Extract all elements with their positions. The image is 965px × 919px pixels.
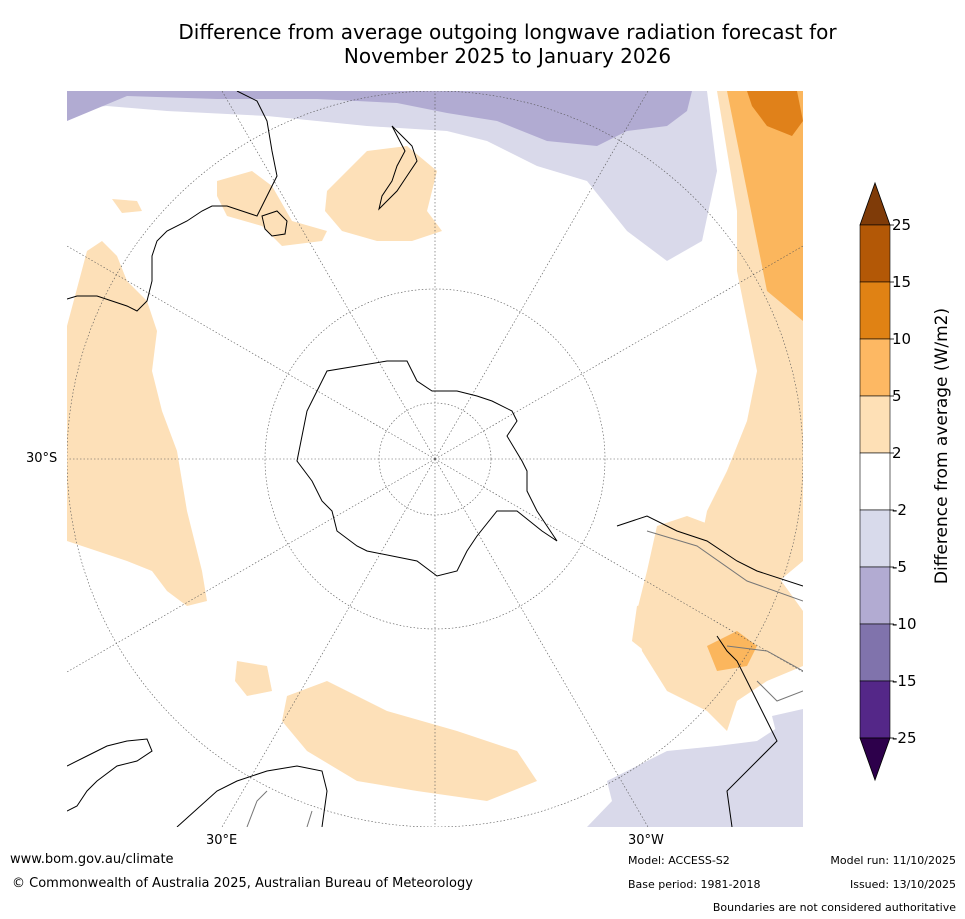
lon-label-30w: 30°W <box>628 833 664 848</box>
anomaly-region-pos-australia-west <box>112 199 142 213</box>
australia-coastline <box>67 91 278 312</box>
polar-map <box>67 91 803 827</box>
chart-title: Difference from average outgoing longwav… <box>0 20 965 68</box>
africa-coastline <box>67 738 328 827</box>
colorbar-segment <box>859 452 891 511</box>
title-line-2: November 2025 to January 2026 <box>343 44 672 68</box>
footer-model: Model: ACCESS-S2 <box>628 854 730 867</box>
footer-issued: Issued: 13/10/2025 <box>849 878 956 891</box>
anomaly-region-pos-sa-patch <box>707 631 757 671</box>
meridians <box>67 91 803 827</box>
colorbar-segment <box>859 623 891 682</box>
footer-base-period: Base period: 1981-2018 <box>628 878 761 891</box>
colorbar-tick-label: -5 <box>892 558 907 576</box>
lon-label-30e: 30°E <box>206 833 238 848</box>
anomaly-region-pos-south-small <box>235 661 272 696</box>
colorbar: 25 15 10 5 2 -2 -5 -10 -15 -25 <box>859 181 917 782</box>
colorbar-segment <box>859 509 891 568</box>
south-america-borders <box>646 530 803 702</box>
anomaly-region-pos-top-right <box>727 91 803 321</box>
colorbar-segment <box>859 224 891 283</box>
colorbar-segment <box>859 281 891 340</box>
colorbar-tick-label: -2 <box>892 501 907 519</box>
colorbar-tick-label: 25 <box>892 216 911 234</box>
colorbar-title-wrapper: Difference from average (W/m2) <box>932 308 952 584</box>
colorbar-tick-label: -25 <box>892 729 917 747</box>
title-line-1: Difference from average outgoing longwav… <box>178 20 837 44</box>
colorbar-segments <box>859 224 891 739</box>
africa-borders <box>246 790 313 827</box>
colorbar-max-triangle <box>859 181 891 226</box>
colorbar-min-triangle <box>859 737 891 782</box>
colorbar-tick-label: 15 <box>892 273 911 291</box>
colorbar-tick-label: -10 <box>892 615 917 633</box>
colorbar-tick-label: 5 <box>892 387 902 405</box>
anomaly-region-pos-tasmania <box>217 171 327 246</box>
lat-label-30s: 30°S <box>26 451 58 466</box>
footer-copyright: © Commonwealth of Australia 2025, Austra… <box>12 876 473 891</box>
colorbar-tick-label: -15 <box>892 672 917 690</box>
south-america-coastline <box>616 515 803 827</box>
antarctica-coastline <box>296 360 558 577</box>
footer-disclaimer: Boundaries are not considered authoritat… <box>712 901 956 914</box>
footer-model-run: Model run: 11/10/2025 <box>830 854 956 867</box>
colorbar-tick-label: 2 <box>892 444 902 462</box>
lat-circle-60s <box>264 288 606 630</box>
tasmania-coastline <box>261 210 288 237</box>
anomaly-region-pos-sa-bay <box>632 596 697 661</box>
anomaly-region-pos-top-right-strong <box>747 91 803 136</box>
new-zealand-coastline <box>378 125 418 211</box>
colorbar-segment <box>859 680 891 739</box>
anomaly-region-neg-bottom <box>587 711 803 827</box>
colorbar-segment <box>859 338 891 397</box>
colorbar-tick-label: 10 <box>892 330 911 348</box>
anomaly-region-pos-left <box>67 241 207 606</box>
anomaly-region-pos-south <box>282 681 537 801</box>
anomaly-region-neg-right <box>772 709 803 736</box>
footer-url: www.bom.gov.au/climate <box>10 852 174 867</box>
anomaly-region-pos-south-america <box>637 516 803 731</box>
colorbar-ticks: 25 15 10 5 2 -2 -5 -10 -15 -25 <box>890 216 917 747</box>
colorbar-title: Difference from average (W/m2) <box>932 308 952 584</box>
colorbar-segment <box>859 395 891 454</box>
colorbar-segment <box>859 566 891 625</box>
